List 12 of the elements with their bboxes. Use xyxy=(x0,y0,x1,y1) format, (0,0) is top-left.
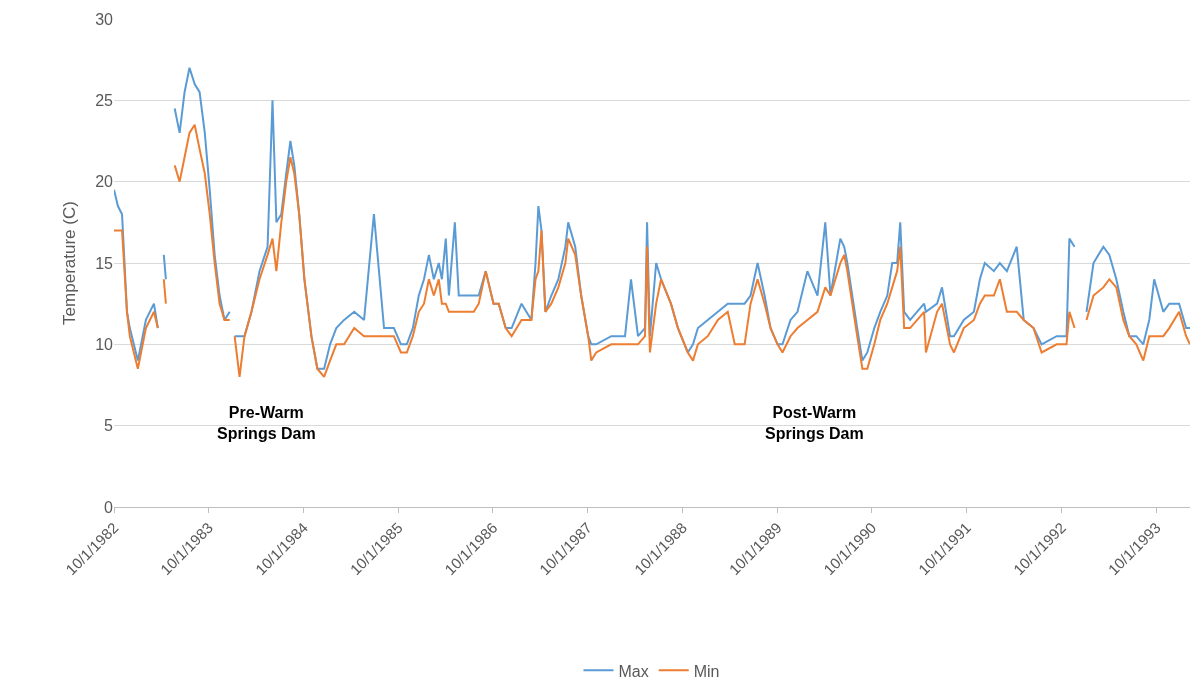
y-tick-label: 0 xyxy=(104,498,114,516)
legend-label: Min xyxy=(693,662,720,680)
y-tick-label: 30 xyxy=(95,10,114,28)
y-tick-label: 10 xyxy=(95,335,114,353)
y-tick-label: 15 xyxy=(95,254,114,272)
annotation: Post-Warm Springs Dam xyxy=(765,404,864,442)
legend-label: Max xyxy=(618,662,649,680)
y-tick-label: 20 xyxy=(95,173,114,191)
y-tick-label: 25 xyxy=(95,91,114,109)
y-tick-label: 5 xyxy=(104,417,114,435)
annotation: Pre-Warm Springs Dam xyxy=(217,404,316,442)
y-axis-title: Temperature (C) xyxy=(59,201,79,325)
